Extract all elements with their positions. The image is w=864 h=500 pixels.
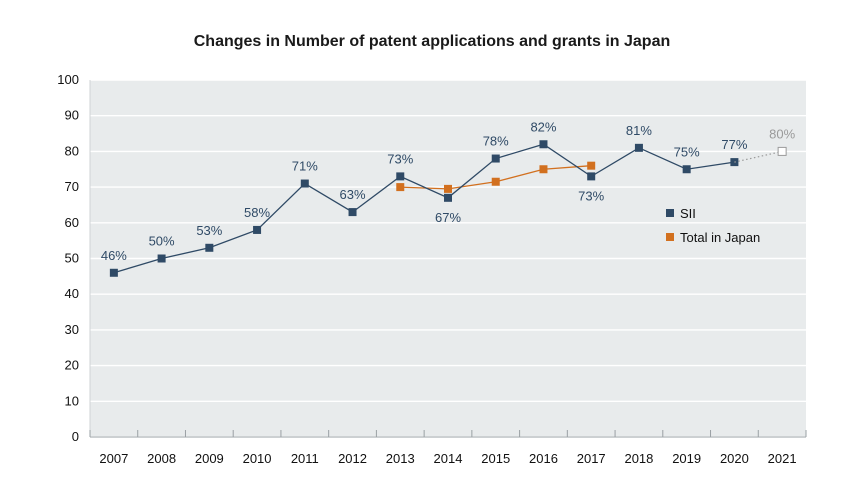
legend: SII Total in Japan [666, 206, 760, 245]
legend-marker [666, 233, 674, 241]
x-tick-label: 2015 [481, 451, 510, 466]
data-point-sii [491, 154, 500, 163]
data-point-total-in-japan [587, 161, 596, 170]
x-tick-label: 2017 [577, 451, 606, 466]
x-tick-label: 2010 [243, 451, 272, 466]
data-label: 78% [483, 134, 509, 149]
data-label: 58% [244, 205, 270, 220]
data-label: 63% [340, 187, 366, 202]
data-point-sii [109, 268, 118, 277]
data-point-sii [300, 179, 309, 188]
series-layer: 46% 50% 53% 58% 71% 63% 73% 67% 78% 82% 73% 81% 75% 7… [101, 119, 796, 277]
legend-label: Total in Japan [680, 230, 760, 245]
x-tick-label: 2013 [386, 451, 415, 466]
data-point-sii [587, 172, 596, 181]
x-tick-label: 2018 [624, 451, 653, 466]
x-tick-label: 2008 [147, 451, 176, 466]
data-point-total-in-japan [444, 184, 452, 193]
data-point-sii [539, 140, 548, 149]
y-tick-label: 80 [65, 143, 79, 158]
y-tick-label: 50 [65, 251, 79, 266]
projection-point [777, 146, 787, 156]
data-point-total-in-japan [491, 177, 500, 186]
data-point-total-in-japan [396, 183, 405, 192]
y-tick-label: 30 [65, 322, 79, 337]
data-point-sii [157, 254, 166, 263]
y-tick-label: 10 [65, 393, 79, 408]
data-point-sii [396, 172, 405, 181]
y-tick-label: 40 [65, 286, 79, 301]
data-label: 53% [196, 223, 222, 238]
y-tick-label: 0 [72, 429, 79, 444]
data-label: 71% [292, 159, 318, 174]
data-point-sii [253, 225, 262, 234]
data-label: 75% [674, 144, 700, 159]
x-tick-label: 2012 [338, 451, 367, 466]
data-point-sii [348, 208, 357, 217]
axes: 0 10 20 30 40 50 60 70 80 90 100 2007 2008 2009 2010 20… [57, 72, 807, 466]
x-tick-label: 2011 [291, 451, 319, 466]
data-point-sii [682, 165, 691, 174]
x-tick-label: 2019 [672, 451, 701, 466]
data-point-sii [444, 193, 452, 202]
projection-label: 80% [769, 126, 795, 141]
data-label: 50% [149, 234, 175, 249]
x-tick-label: 2021 [768, 451, 797, 466]
data-label: 67% [435, 210, 461, 225]
y-tick-label: 90 [65, 108, 79, 123]
data-label: 82% [530, 119, 556, 134]
series-line-sii [113, 143, 735, 274]
y-tick-label: 20 [65, 358, 79, 373]
data-point-total-in-japan [539, 165, 548, 174]
y-tick-label: 70 [65, 179, 79, 194]
data-label: 73% [578, 188, 604, 203]
projection-line [734, 150, 783, 163]
data-label: 46% [101, 248, 127, 263]
x-tick-label: 2014 [434, 451, 463, 466]
data-label: 81% [626, 123, 652, 138]
chart-title: Changes in Number of patent applications… [193, 33, 671, 50]
data-label: 77% [721, 137, 747, 152]
legend-label: SII [680, 206, 696, 221]
y-tick-label: 60 [65, 215, 79, 230]
data-point-sii [205, 243, 214, 252]
x-tick-label: 2020 [720, 451, 749, 466]
data-label: 73% [387, 151, 413, 166]
x-tick-label: 2007 [99, 451, 128, 466]
legend-marker [666, 209, 674, 217]
x-tick-label: 2016 [529, 451, 558, 466]
x-tick-label: 2009 [195, 451, 224, 466]
data-point-sii [634, 143, 643, 152]
y-tick-label: 100 [57, 72, 79, 87]
